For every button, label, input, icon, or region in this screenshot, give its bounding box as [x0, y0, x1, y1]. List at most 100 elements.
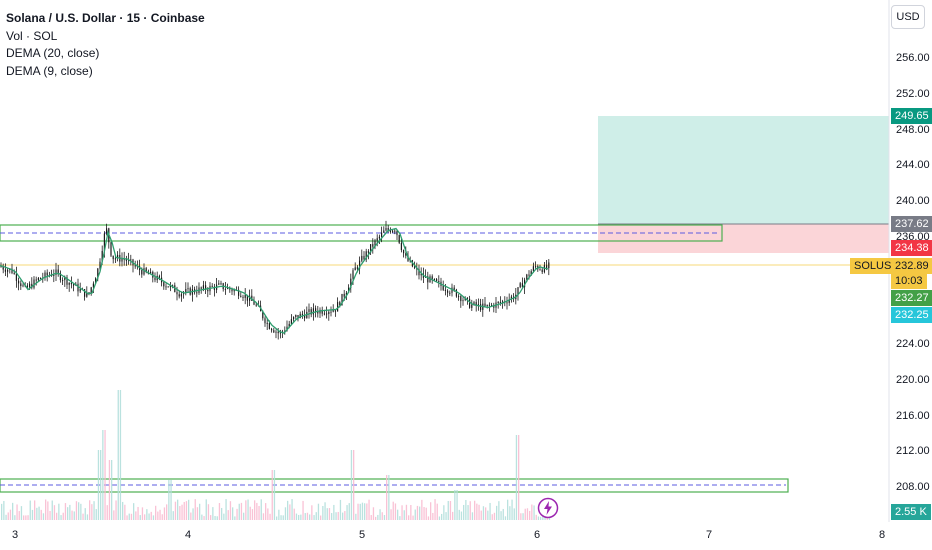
candle-body [535, 266, 537, 268]
volume-bar [412, 515, 414, 520]
volume-bar [529, 510, 531, 520]
candle-body [134, 265, 136, 267]
candle-body [315, 308, 317, 312]
volume-bar [192, 508, 194, 520]
candle-body [73, 284, 75, 286]
volume-bar [100, 450, 102, 520]
volume-bar [326, 508, 328, 520]
volume-bar [161, 514, 163, 520]
volume-bar [357, 503, 359, 520]
candle-body [33, 279, 35, 288]
volume-bar [291, 499, 293, 520]
candle-body [158, 275, 160, 278]
volume-bar [315, 512, 317, 520]
volume-bar [434, 499, 436, 520]
volume-bar [313, 515, 315, 520]
volume-bar [518, 435, 520, 520]
volume-bar [394, 503, 397, 520]
volume-bar [300, 514, 302, 520]
candle-body [220, 283, 222, 285]
volume-bar [485, 507, 487, 520]
volume-bar [199, 503, 201, 520]
candle-body [394, 230, 396, 232]
candle-body [480, 304, 482, 310]
lightning-bolt-icon[interactable] [537, 497, 559, 519]
candle-body [471, 304, 473, 308]
dema9-indicator-label[interactable]: DEMA (9, close) [6, 63, 93, 78]
volume-bar [430, 502, 432, 520]
volume-bar [401, 505, 403, 520]
volume-bar [212, 507, 214, 520]
volume-bar [111, 460, 113, 520]
volume-indicator-label[interactable]: Vol · SOL [6, 28, 58, 43]
candle-body [106, 228, 108, 234]
candle-body [317, 311, 319, 314]
candle-body [473, 302, 475, 305]
candle-body [367, 251, 369, 253]
currency-button[interactable]: USD [891, 5, 925, 29]
volume-bar [262, 513, 265, 520]
candle-body [66, 277, 68, 285]
candle-body [20, 283, 22, 287]
candle-body [114, 258, 116, 260]
volume-bar [509, 506, 511, 520]
volume-bar [379, 509, 381, 520]
candle-body [337, 302, 339, 312]
volume-bar [348, 503, 350, 520]
candle-body [475, 302, 477, 306]
volume-bar [410, 504, 412, 520]
volume-bar [218, 503, 221, 520]
volume-bar [458, 509, 460, 520]
candle-body [319, 309, 321, 314]
symbol-title[interactable]: Solana / U.S. Dollar · 15 · Coinbase [6, 11, 205, 25]
candle-body [22, 285, 24, 287]
price-axis-tick: 236.00 [896, 230, 930, 243]
volume-bar [243, 512, 245, 520]
candle-body [352, 270, 354, 279]
volume-bar [254, 500, 256, 520]
volume-bar [5, 514, 7, 520]
volume-bar [480, 510, 482, 520]
candle-body [288, 323, 290, 327]
volume-bar [144, 514, 146, 520]
volume-bar [234, 516, 236, 520]
volume-bar [493, 512, 496, 520]
candle-body [420, 273, 422, 276]
volume-bar [122, 501, 124, 520]
volume-bar [185, 501, 188, 520]
volume-bar [139, 515, 141, 520]
candle-body [125, 259, 127, 261]
candle-body [548, 262, 550, 269]
candle-body [187, 288, 189, 290]
volume-bar [487, 510, 489, 520]
candle-body [240, 295, 242, 297]
volume-bar [102, 430, 104, 520]
time-axis-tick: 8 [879, 529, 886, 541]
volume-bar [31, 509, 34, 520]
volume-bar [9, 509, 12, 520]
volume-bar [526, 508, 529, 520]
price-axis-tick: 208.00 [896, 481, 930, 493]
candle-body [431, 276, 433, 279]
volume-bar [113, 510, 115, 520]
dema20-indicator-label[interactable]: DEMA (20, close) [6, 46, 100, 60]
volume-bar [128, 513, 130, 520]
volume-bar [104, 430, 106, 520]
candle-body [290, 319, 292, 324]
candle-body [205, 285, 207, 290]
volume-bar [229, 501, 232, 520]
candle-body [354, 267, 356, 271]
price-axis-tick: 220.00 [896, 373, 930, 386]
candle-body [79, 288, 81, 292]
candle-body [332, 310, 334, 312]
candle-body [453, 287, 455, 290]
volume-bar [214, 516, 216, 520]
volume-bar [3, 501, 5, 520]
volume-bar [108, 460, 111, 520]
candle-body [372, 244, 374, 247]
candle-body [231, 289, 233, 292]
volume-bar [465, 499, 467, 520]
candle-body [460, 296, 462, 302]
